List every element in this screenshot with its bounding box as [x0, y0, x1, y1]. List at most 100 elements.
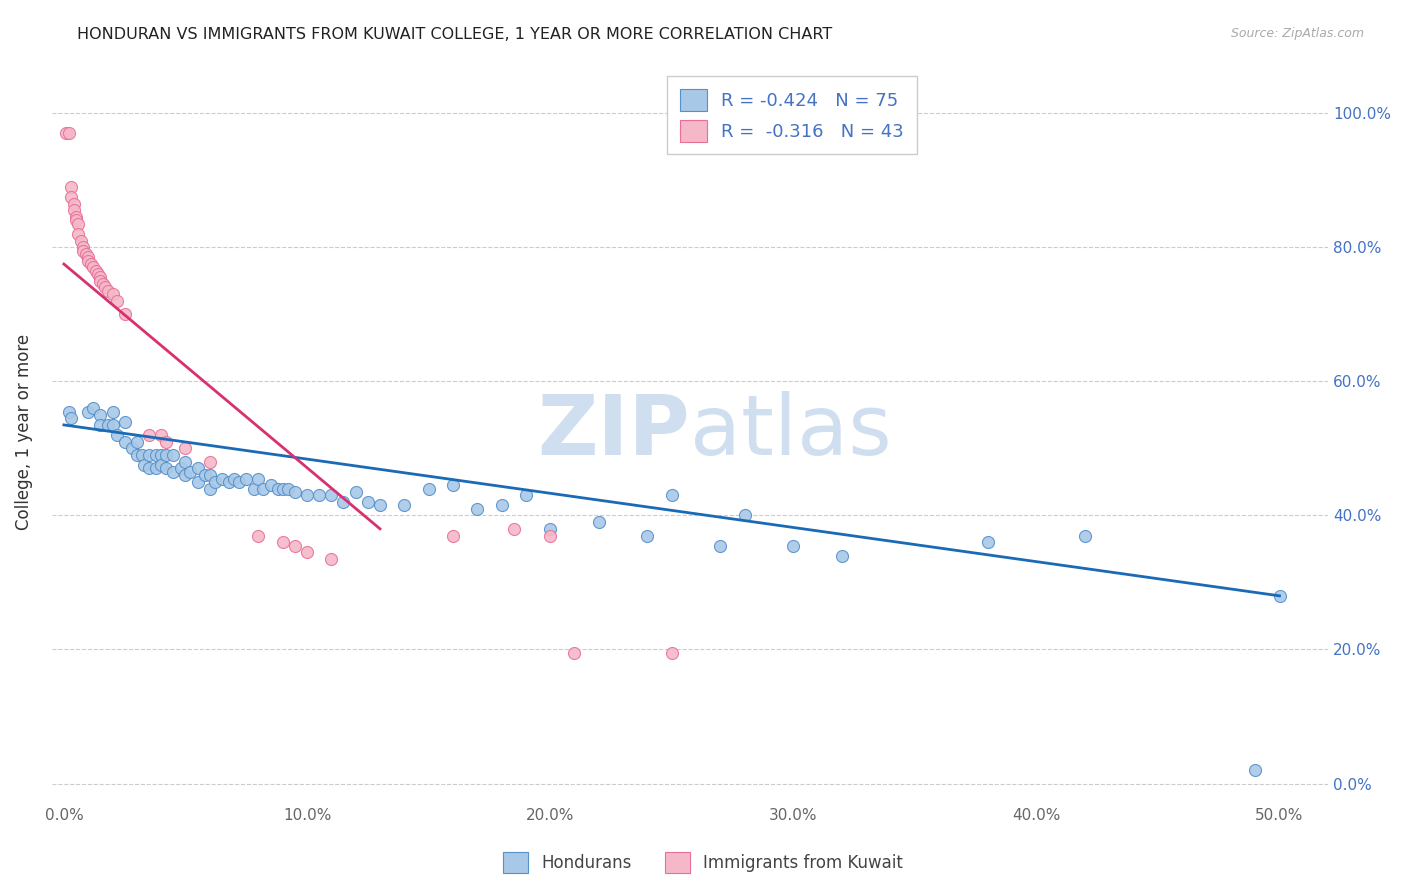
- Point: [321, 488, 343, 502]
- Point: [60, 411, 83, 425]
- Point: [538, 522, 561, 536]
- Text: atlas: atlas: [690, 391, 891, 472]
- Point: [247, 471, 270, 485]
- Point: [75, 247, 97, 261]
- Point: [58, 126, 80, 140]
- Point: [150, 428, 173, 442]
- Point: [138, 461, 160, 475]
- Point: [58, 404, 80, 418]
- Point: [155, 434, 177, 449]
- Point: [441, 528, 464, 542]
- Point: [89, 274, 111, 288]
- Y-axis label: College, 1 year or more: College, 1 year or more: [15, 334, 32, 530]
- Point: [125, 434, 148, 449]
- Point: [62, 196, 84, 211]
- Text: Source: ZipAtlas.com: Source: ZipAtlas.com: [1230, 27, 1364, 40]
- Point: [418, 482, 440, 496]
- Point: [67, 217, 90, 231]
- Point: [204, 475, 226, 489]
- Point: [150, 458, 173, 472]
- Point: [179, 465, 201, 479]
- Point: [89, 270, 111, 285]
- Point: [138, 428, 160, 442]
- Point: [138, 448, 160, 462]
- Point: [101, 404, 124, 418]
- Point: [734, 508, 756, 523]
- Point: [150, 448, 173, 462]
- Text: ZIP: ZIP: [537, 391, 690, 472]
- Point: [491, 499, 513, 513]
- Point: [155, 461, 177, 475]
- Point: [284, 484, 307, 499]
- Point: [368, 499, 391, 513]
- Point: [101, 287, 124, 301]
- Point: [198, 455, 221, 469]
- Point: [62, 203, 84, 218]
- Point: [60, 180, 83, 194]
- Point: [82, 401, 104, 416]
- Point: [636, 528, 658, 542]
- Point: [218, 475, 240, 489]
- Point: [145, 461, 167, 475]
- Point: [55, 126, 77, 140]
- Point: [174, 455, 197, 469]
- Point: [77, 250, 100, 264]
- Point: [131, 448, 153, 462]
- Point: [145, 448, 167, 462]
- Point: [97, 417, 120, 432]
- Point: [502, 522, 524, 536]
- Point: [67, 227, 90, 241]
- Point: [60, 190, 83, 204]
- Point: [105, 293, 128, 308]
- Point: [321, 552, 343, 566]
- Point: [114, 307, 136, 321]
- Point: [295, 545, 318, 559]
- Point: [564, 646, 586, 660]
- Point: [89, 408, 111, 422]
- Point: [134, 458, 156, 472]
- Point: [222, 471, 245, 485]
- Point: [72, 244, 94, 258]
- Point: [65, 213, 87, 227]
- Point: [588, 515, 610, 529]
- Point: [65, 210, 87, 224]
- Point: [267, 482, 290, 496]
- Point: [162, 448, 184, 462]
- Point: [79, 257, 101, 271]
- Point: [84, 264, 107, 278]
- Point: [271, 535, 294, 549]
- Point: [174, 468, 197, 483]
- Point: [709, 539, 731, 553]
- Point: [977, 535, 1000, 549]
- Point: [194, 468, 217, 483]
- Point: [70, 234, 93, 248]
- Point: [308, 488, 330, 502]
- Point: [121, 442, 143, 456]
- Point: [1268, 589, 1291, 603]
- Point: [174, 442, 197, 456]
- Point: [77, 253, 100, 268]
- Point: [252, 482, 274, 496]
- Point: [155, 448, 177, 462]
- Text: HONDURAN VS IMMIGRANTS FROM KUWAIT COLLEGE, 1 YEAR OR MORE CORRELATION CHART: HONDURAN VS IMMIGRANTS FROM KUWAIT COLLE…: [77, 27, 832, 42]
- Point: [91, 277, 114, 292]
- Point: [101, 417, 124, 432]
- Point: [344, 484, 367, 499]
- Point: [782, 539, 804, 553]
- Point: [259, 478, 281, 492]
- Point: [89, 417, 111, 432]
- Point: [97, 284, 120, 298]
- Point: [114, 415, 136, 429]
- Point: [465, 501, 488, 516]
- Point: [247, 528, 270, 542]
- Point: [169, 461, 191, 475]
- Point: [198, 482, 221, 496]
- Point: [72, 240, 94, 254]
- Point: [1244, 763, 1267, 777]
- Point: [82, 260, 104, 275]
- Point: [187, 475, 209, 489]
- Point: [1074, 528, 1097, 542]
- Point: [242, 482, 264, 496]
- Point: [538, 528, 561, 542]
- Legend: R = -0.424   N = 75, R =  -0.316   N = 43: R = -0.424 N = 75, R = -0.316 N = 43: [668, 76, 917, 154]
